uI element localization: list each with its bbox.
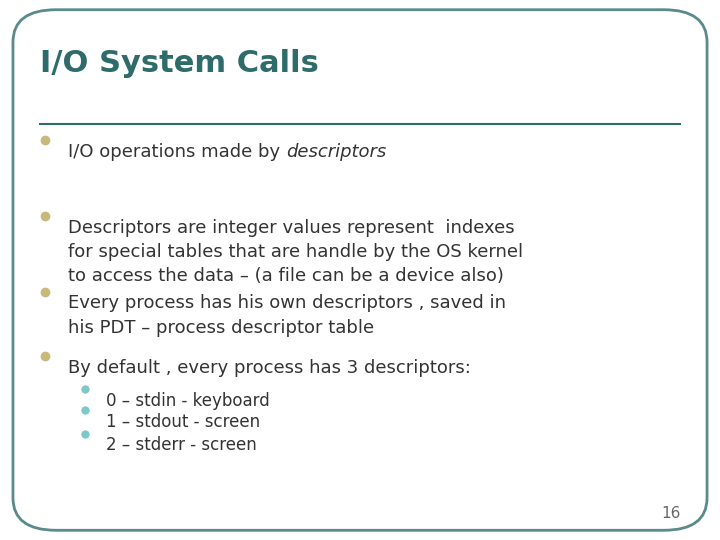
- Text: 0 – stdin - keyboard: 0 – stdin - keyboard: [106, 392, 269, 409]
- FancyBboxPatch shape: [13, 10, 707, 530]
- Text: 2 – stderr - screen: 2 – stderr - screen: [106, 436, 256, 454]
- Text: 1 – stdout - screen: 1 – stdout - screen: [106, 413, 260, 431]
- Text: Descriptors are integer values represent  indexes
for special tables that are ha: Descriptors are integer values represent…: [68, 219, 523, 285]
- Text: I/O operations made by: I/O operations made by: [68, 143, 287, 161]
- Text: 16: 16: [661, 506, 680, 521]
- Text: I/O System Calls: I/O System Calls: [40, 49, 318, 78]
- Text: descriptors: descriptors: [287, 143, 387, 161]
- Text: Every process has his own descriptors , saved in
his PDT – process descriptor ta: Every process has his own descriptors , …: [68, 294, 506, 336]
- Text: By default , every process has 3 descriptors:: By default , every process has 3 descrip…: [68, 359, 472, 377]
